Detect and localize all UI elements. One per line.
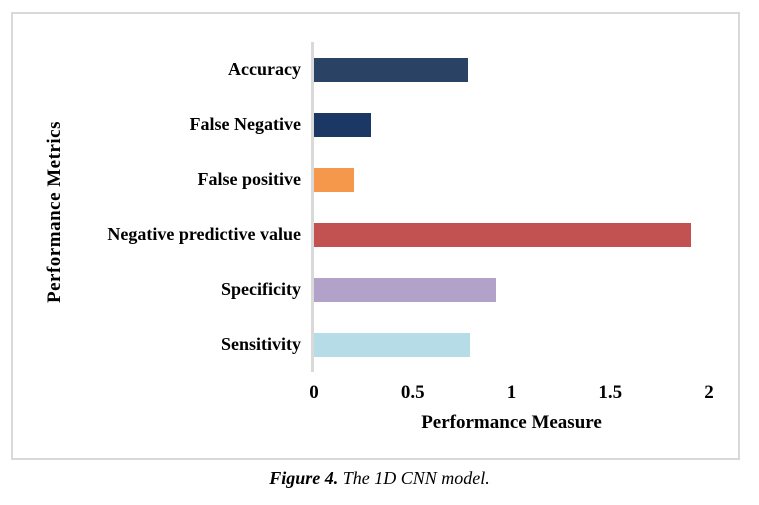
y-axis-line bbox=[311, 42, 314, 372]
chart-row: Specificity bbox=[13, 262, 738, 317]
chart-row: Sensitivity bbox=[13, 317, 738, 372]
bar-accuracy bbox=[314, 57, 469, 82]
chart-rows: Accuracy False Negative False positive Nega… bbox=[13, 42, 738, 372]
chart-row: False positive bbox=[13, 152, 738, 207]
category-label: Specificity bbox=[221, 279, 301, 299]
chart-row: False Negative bbox=[13, 97, 738, 152]
x-axis-ticks: 0 0.5 1 1.5 2 bbox=[309, 382, 714, 406]
bar-track bbox=[314, 222, 709, 247]
category-label: False positive bbox=[197, 169, 302, 189]
bar-track bbox=[314, 57, 709, 82]
category-label: Accuracy bbox=[228, 59, 301, 79]
chart-row: Accuracy bbox=[13, 42, 738, 97]
bar-negative-predictive-value bbox=[314, 222, 692, 247]
bar-track bbox=[314, 167, 709, 192]
bar-track bbox=[314, 332, 709, 357]
figure-caption-text: The 1D CNN model. bbox=[338, 468, 490, 488]
chart-row: Negative predictive value bbox=[13, 207, 738, 262]
x-tick-label: 1 bbox=[506, 382, 517, 403]
bar-sensitivity bbox=[314, 332, 471, 357]
x-tick-label: 1.5 bbox=[598, 382, 623, 403]
figure-caption-label: Figure 4. bbox=[269, 468, 339, 488]
figure-caption: Figure 4. The 1D CNN model. bbox=[0, 468, 759, 489]
bar-track bbox=[314, 277, 709, 302]
bar-false-negative bbox=[314, 112, 372, 137]
category-label: Negative predictive value bbox=[107, 224, 301, 244]
chart-figure: Performance Metrics Accuracy False Negati… bbox=[11, 12, 740, 460]
category-label: Sensitivity bbox=[220, 334, 301, 354]
x-tick-label: 0.5 bbox=[400, 382, 425, 403]
x-tick-label: 2 bbox=[704, 382, 714, 403]
bar-track bbox=[314, 112, 709, 137]
bar-specificity bbox=[314, 277, 496, 302]
x-axis-title: Performance Measure bbox=[421, 412, 602, 433]
x-tick-label: 0 bbox=[309, 382, 319, 403]
bar-false-positive bbox=[314, 167, 354, 192]
category-label: False Negative bbox=[189, 114, 301, 134]
